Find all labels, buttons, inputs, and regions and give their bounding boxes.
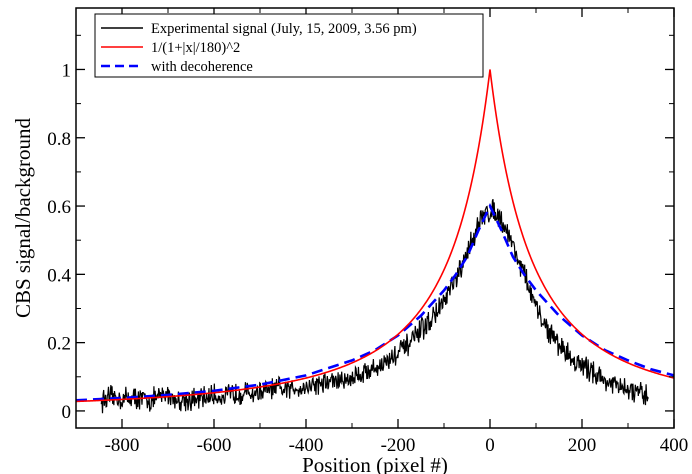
y-axis-title: CBS signal/background [11,117,35,318]
x-tick-label: 400 [660,435,689,456]
legend-box [94,13,484,78]
series-experimental-signal [100,198,649,414]
series-layer [75,69,675,414]
plot-frame [75,7,675,429]
x-tick-label: 0 [485,435,495,456]
y-tick-label: 0.4 [47,265,71,286]
x-tick-label: -600 [197,435,232,456]
y-tick-label: 1 [62,60,72,81]
x-tick-label: -400 [289,435,324,456]
legend-label: Experimental signal (July, 15, 2009, 3.5… [151,21,417,37]
y-tick-label: 0 [62,402,72,423]
legend: Experimental signal (July, 15, 2009, 3.5… [94,13,484,78]
x-tick-label: -200 [381,435,416,456]
x-tick-label: -800 [105,435,140,456]
y-tick-label: 0.8 [47,129,71,150]
series-model-curve [75,69,675,403]
legend-label: 1/(1+|x|/180)^2 [151,40,240,56]
series-with-decoherence [75,203,675,402]
y-tick-label: 0.6 [47,197,71,218]
y-tick-label: 0.2 [47,334,71,355]
ticks-layer: -800 -600 -400 -200 0 200 400 0 0.2 0.4 0.6 0.8 1 [47,8,688,456]
x-tick-label: 200 [568,435,597,456]
x-axis-title: Position (pixel #) [302,453,448,474]
legend-label: with decoherence [151,59,253,75]
